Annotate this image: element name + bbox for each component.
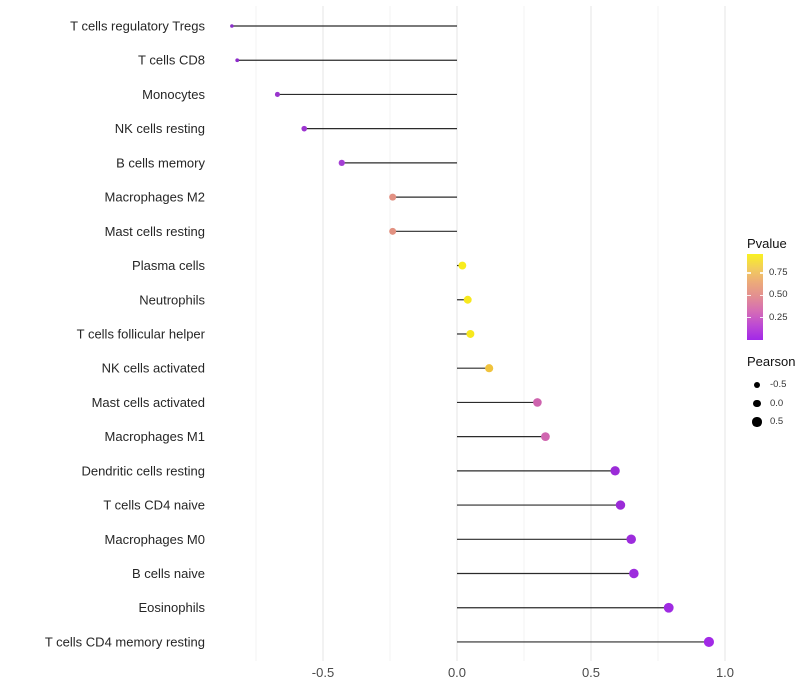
y-axis-label: T cells CD4 naive xyxy=(103,498,205,513)
pvalue-colorbar xyxy=(747,254,763,340)
colorbar-tick-mark xyxy=(759,272,763,274)
pvalue-legend-title: Pvalue xyxy=(747,236,787,251)
y-axis-label: T cells CD4 memory resting xyxy=(45,634,205,649)
data-point xyxy=(485,364,494,373)
x-axis-tick-label: 0.0 xyxy=(448,665,466,680)
colorbar-tick-mark xyxy=(759,294,763,296)
y-axis-label: Plasma cells xyxy=(132,258,205,273)
pearson-legend-dot xyxy=(754,382,760,388)
data-point xyxy=(389,227,397,235)
data-point xyxy=(463,295,472,304)
colorbar-tick-label: 0.25 xyxy=(769,311,788,323)
data-point xyxy=(274,91,280,97)
pearson-legend-dot xyxy=(753,399,761,408)
y-axis-label: Macrophages M1 xyxy=(105,429,205,444)
x-axis-tick-label: 0.5 xyxy=(582,665,600,680)
pearson-legend-title: Pearson xyxy=(747,354,796,369)
y-axis-label: T cells regulatory Tregs xyxy=(70,19,205,34)
y-axis-label: Macrophages M0 xyxy=(105,532,205,547)
data-point xyxy=(235,58,240,63)
y-axis-label: Monocytes xyxy=(142,87,205,102)
data-point xyxy=(230,24,234,28)
y-axis-label: Macrophages M2 xyxy=(105,190,205,205)
x-axis-tick-label: -0.5 xyxy=(312,665,334,680)
x-axis-tick-label: 1.0 xyxy=(716,665,734,680)
y-axis-label: Mast cells resting xyxy=(105,224,205,239)
data-point xyxy=(389,193,397,201)
data-point xyxy=(663,602,674,613)
data-point xyxy=(703,636,714,648)
colorbar-tick-label: 0.50 xyxy=(769,289,788,301)
data-point xyxy=(338,159,345,167)
data-point xyxy=(458,261,467,270)
pearson-legend-dot xyxy=(752,417,762,427)
y-axis-label: T cells CD8 xyxy=(138,53,205,68)
y-axis-label: Eosinophils xyxy=(139,600,206,615)
data-point xyxy=(533,398,542,407)
data-point xyxy=(629,568,639,579)
data-point xyxy=(301,125,308,132)
data-point xyxy=(541,432,550,442)
colorbar-tick-mark xyxy=(759,316,763,319)
y-axis-label: NK cells resting xyxy=(115,121,205,136)
y-axis-label: Mast cells activated xyxy=(92,395,205,410)
data-point xyxy=(466,330,475,338)
y-axis-label: B cells memory xyxy=(116,155,205,170)
pearson-legend-label: 0.5 xyxy=(770,416,784,427)
y-axis-label: Dendritic cells resting xyxy=(81,463,205,478)
data-point xyxy=(626,534,636,545)
pearson-legend-label: 0.0 xyxy=(770,397,784,409)
pearson-legend-label: -0.5 xyxy=(770,379,787,390)
y-axis-label: NK cells activated xyxy=(102,361,205,376)
colorbar-tick-mark xyxy=(747,316,751,319)
y-axis-label: T cells follicular helper xyxy=(77,326,206,341)
data-point xyxy=(615,500,626,510)
colorbar-tick-label: 0.75 xyxy=(769,266,788,278)
data-point xyxy=(610,466,620,476)
y-axis-label: B cells naive xyxy=(132,566,205,581)
y-axis-label: Neutrophils xyxy=(139,292,205,307)
colorbar-tick-mark xyxy=(747,272,751,274)
colorbar-tick-mark xyxy=(747,294,751,296)
